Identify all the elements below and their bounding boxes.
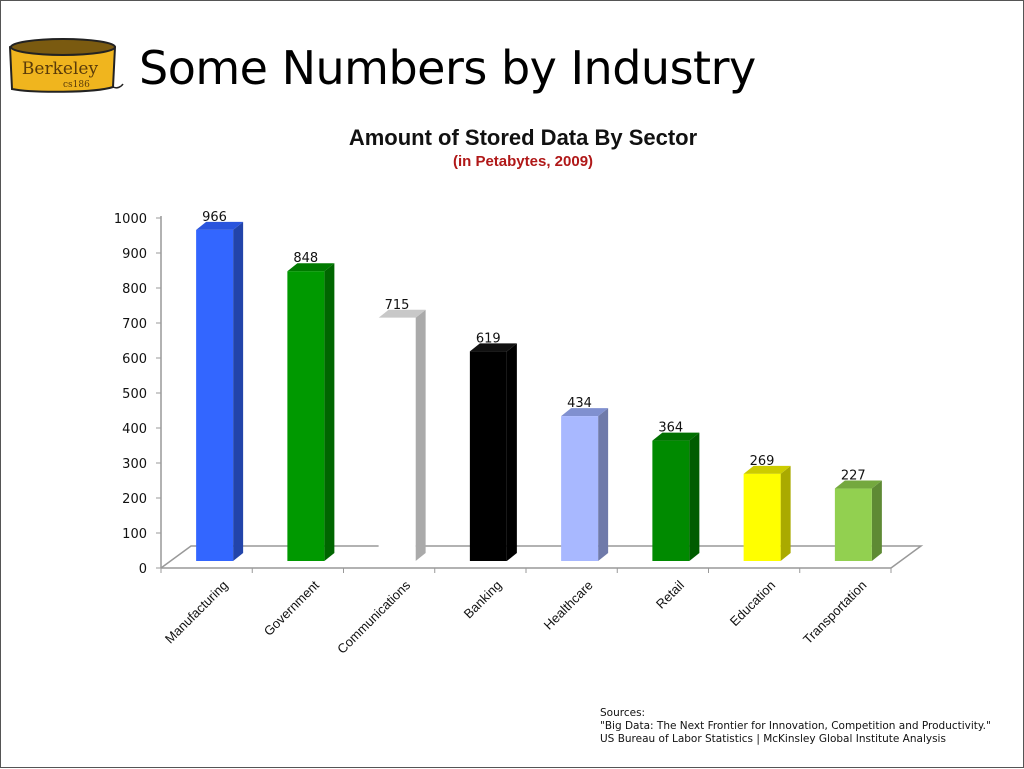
y-tick-label: 900 bbox=[122, 247, 147, 262]
y-tick-label: 0 bbox=[139, 562, 147, 577]
y-tick-label: 400 bbox=[122, 422, 147, 437]
y-tick-label: 700 bbox=[122, 317, 147, 332]
bar-banking: 619 bbox=[469, 331, 517, 561]
y-tick-label: 1000 bbox=[114, 212, 147, 227]
x-tick-label: Retail bbox=[653, 577, 687, 611]
x-tick-label: Banking bbox=[461, 578, 505, 622]
data-label: 715 bbox=[385, 298, 410, 313]
bar-education: 269 bbox=[743, 454, 791, 561]
slide-title: Some Numbers by Industry bbox=[139, 41, 756, 95]
sources-note: Sources: "Big Data: The Next Frontier fo… bbox=[600, 707, 991, 746]
bar-transportation: 227 bbox=[834, 469, 882, 561]
x-tick-label: Transportation bbox=[800, 578, 870, 648]
x-tick-label: Healthcare bbox=[541, 578, 596, 633]
y-tick-label: 300 bbox=[122, 457, 147, 472]
chart-axes: 0 100 200 300 400 500 600 700 800 900 1000 bbox=[114, 212, 924, 577]
chart-bars: 966 848 715 619 434 364 269 227 bbox=[196, 210, 882, 561]
bar-government: 848 bbox=[287, 251, 335, 561]
y-tick-label: 800 bbox=[122, 282, 147, 297]
data-label: 269 bbox=[750, 454, 775, 469]
chart-subtitle-text: (in Petabytes, 2009) bbox=[452, 153, 594, 170]
data-label: 619 bbox=[476, 331, 501, 346]
bar-communications: 715 bbox=[378, 298, 426, 561]
x-axis-labels: Manufacturing Government Communications Ban… bbox=[162, 577, 870, 656]
x-tick-label: Government bbox=[261, 577, 322, 638]
x-tick-label: Manufacturing bbox=[162, 578, 231, 647]
logo-subtext: cs186 bbox=[63, 80, 90, 90]
chart-subtitle: (in Petabytes, 2009) bbox=[1, 153, 1024, 170]
data-label: 966 bbox=[202, 210, 227, 225]
bar-healthcare: 434 bbox=[561, 396, 609, 561]
y-tick-label: 500 bbox=[122, 387, 147, 402]
data-label: 364 bbox=[658, 421, 683, 436]
sources-label: Sources: bbox=[600, 707, 646, 719]
data-label: 848 bbox=[293, 251, 318, 266]
logo-text: Berkeley bbox=[21, 59, 99, 79]
y-tick-label: 200 bbox=[122, 492, 147, 507]
bar-manufacturing: 966 bbox=[196, 210, 244, 561]
y-tick-label: 100 bbox=[122, 527, 147, 542]
chart-title-text: Amount of Stored Data By Sector bbox=[348, 125, 698, 150]
berkeley-logo: Berkeley cs186 bbox=[7, 37, 125, 97]
source-line-1: "Big Data: The Next Frontier for Innovat… bbox=[600, 720, 991, 732]
y-tick-label: 600 bbox=[122, 352, 147, 367]
data-label: 434 bbox=[567, 396, 592, 411]
logo-banner-icon bbox=[8, 38, 124, 93]
x-tick-label: Communications bbox=[334, 577, 413, 656]
x-tick-label: Education bbox=[727, 578, 778, 629]
chart-title: Amount of Stored Data By Sector bbox=[1, 125, 1024, 151]
data-label: 227 bbox=[841, 469, 866, 484]
bar-retail: 364 bbox=[652, 421, 700, 561]
source-line-2: US Bureau of Labor Statistics | McKinsle… bbox=[600, 733, 946, 745]
